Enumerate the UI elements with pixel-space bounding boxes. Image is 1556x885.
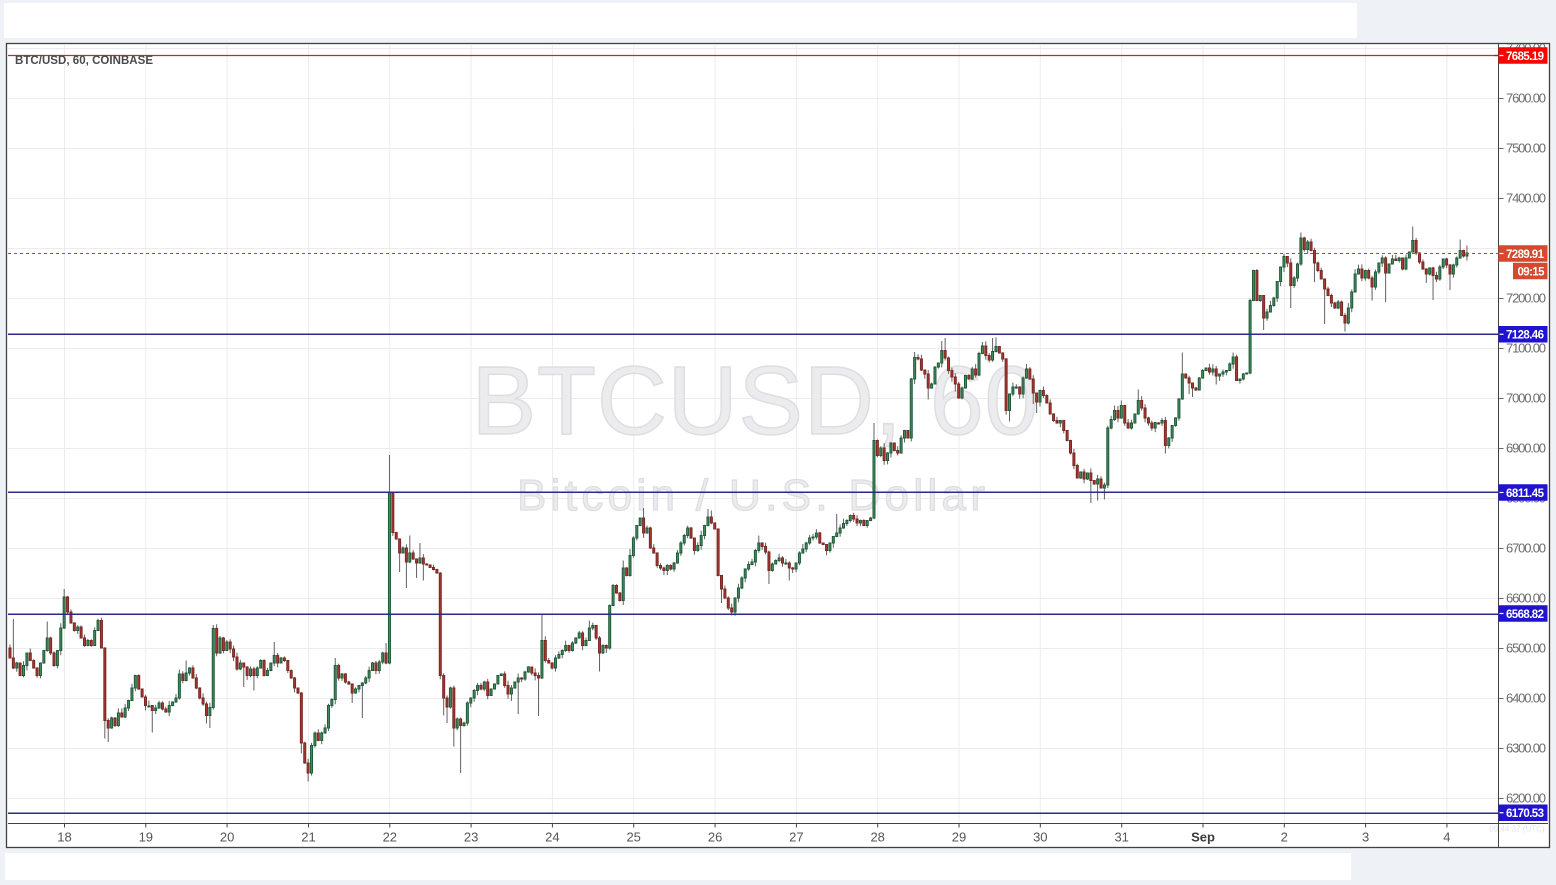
- svg-text:25: 25: [626, 830, 640, 845]
- svg-text:7000.00: 7000.00: [1506, 391, 1546, 406]
- svg-text:29: 29: [952, 830, 966, 845]
- svg-text:6500.00: 6500.00: [1506, 641, 1546, 656]
- svg-text:6300.00: 6300.00: [1506, 741, 1546, 756]
- svg-text:26: 26: [708, 830, 722, 845]
- svg-text:28: 28: [870, 830, 884, 845]
- svg-text:6811.45: 6811.45: [1506, 488, 1545, 500]
- svg-text:2: 2: [1281, 830, 1288, 845]
- svg-text:6700.00: 6700.00: [1506, 541, 1546, 556]
- svg-text:7685.19: 7685.19: [1506, 51, 1544, 63]
- svg-text:Sep: Sep: [1191, 830, 1215, 845]
- svg-text:BTC/USD, 60, COINBASE: BTC/USD, 60, COINBASE: [15, 55, 153, 67]
- svg-text:7200.00: 7200.00: [1506, 291, 1546, 306]
- svg-text:09:44:37 (UTC): 09:44:37 (UTC): [1489, 825, 1544, 834]
- svg-text:18: 18: [57, 830, 71, 845]
- svg-text:24: 24: [545, 830, 559, 845]
- svg-text:BTCUSD, 60: BTCUSD, 60: [472, 346, 1039, 455]
- svg-text:Bitcoin / U.S. Dollar: Bitcoin / U.S. Dollar: [517, 471, 985, 520]
- svg-text:22: 22: [383, 830, 397, 845]
- svg-text:20: 20: [220, 830, 234, 845]
- svg-text:31: 31: [1114, 830, 1128, 845]
- svg-text:09:15: 09:15: [1518, 266, 1546, 278]
- svg-text:7289.91: 7289.91: [1506, 249, 1545, 261]
- svg-text:3: 3: [1362, 830, 1369, 845]
- svg-text:21: 21: [301, 830, 315, 845]
- svg-text:6600.00: 6600.00: [1506, 591, 1546, 606]
- svg-text:6900.00: 6900.00: [1506, 441, 1546, 456]
- svg-text:23: 23: [464, 830, 478, 845]
- svg-text:6400.00: 6400.00: [1506, 691, 1546, 706]
- svg-text:7100.00: 7100.00: [1506, 341, 1546, 356]
- svg-text:6568.82: 6568.82: [1506, 609, 1544, 621]
- svg-text:19: 19: [139, 830, 153, 845]
- svg-text:4: 4: [1443, 830, 1450, 845]
- svg-text:6200.00: 6200.00: [1506, 791, 1546, 806]
- svg-text:27: 27: [789, 830, 803, 845]
- svg-text:7600.00: 7600.00: [1506, 91, 1546, 106]
- svg-text:7500.00: 7500.00: [1506, 141, 1546, 156]
- svg-text:6170.53: 6170.53: [1506, 808, 1544, 820]
- svg-text:30: 30: [1033, 830, 1047, 845]
- svg-text:7400.00: 7400.00: [1506, 191, 1546, 206]
- svg-text:7128.46: 7128.46: [1506, 330, 1544, 342]
